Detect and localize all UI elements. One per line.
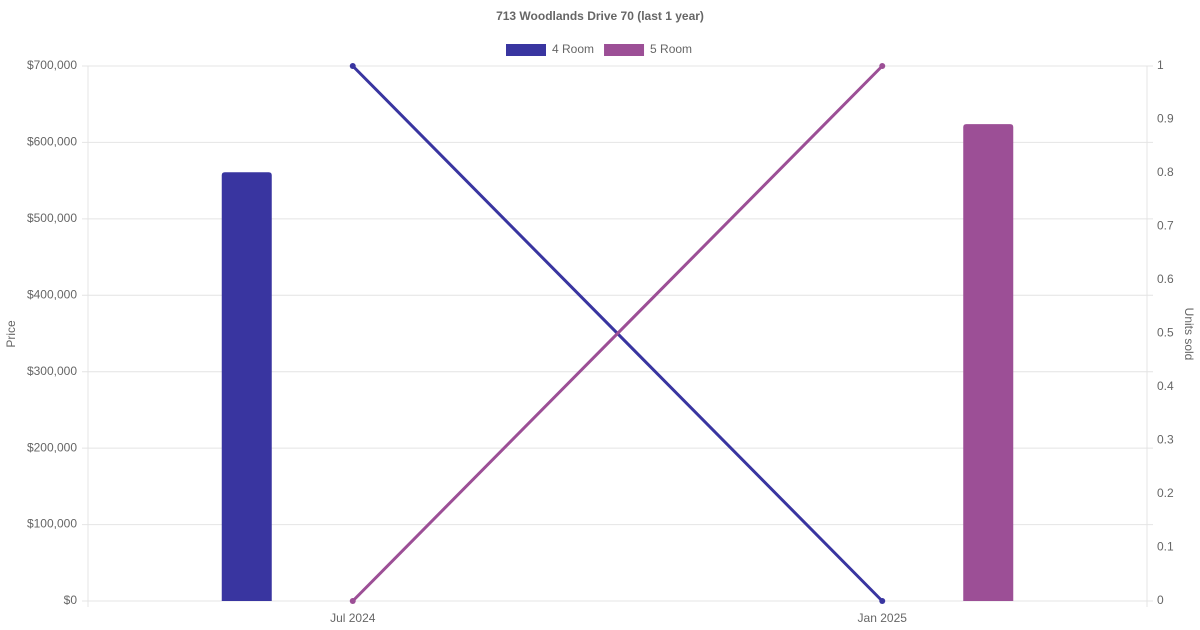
y2-tick-label: 0.1 (1157, 540, 1174, 554)
legend-swatch[interactable] (506, 44, 546, 56)
y-axis-title: Price (4, 320, 18, 348)
y-tick-label: $500,000 (27, 211, 77, 225)
y2-tick-label: 0.8 (1157, 165, 1174, 179)
y2-tick-label: 0.9 (1157, 112, 1174, 126)
y2-tick-label: 0.4 (1157, 379, 1174, 393)
y2-tick-label: 0.6 (1157, 272, 1174, 286)
y2-tick-label: 0.3 (1157, 433, 1174, 447)
y2-tick-label: 0 (1157, 593, 1164, 607)
y-tick-label: $700,000 (27, 58, 77, 72)
legend-label[interactable]: 5 Room (650, 42, 692, 56)
y-tick-label: $600,000 (27, 135, 77, 149)
y-tick-label: $0 (64, 593, 78, 607)
y2-tick-label: 0.5 (1157, 326, 1174, 340)
y2-tick-label: 0.7 (1157, 219, 1174, 233)
point (879, 598, 886, 604)
chart-title: 713 Woodlands Drive 70 (last 1 year) (496, 9, 704, 23)
y2-tick-label: 0.2 (1157, 486, 1174, 500)
y-tick-label: $100,000 (27, 517, 77, 531)
y-tick-label: $200,000 (27, 440, 77, 454)
bar (221, 172, 272, 601)
point (349, 598, 356, 604)
legend-swatch[interactable] (604, 44, 645, 56)
y2-axis-title: Units sold (1182, 308, 1196, 361)
point (349, 63, 356, 69)
point (879, 63, 886, 69)
y-tick-label: $300,000 (27, 364, 77, 378)
legend-label[interactable]: 4 Room (552, 42, 594, 56)
bar (963, 124, 1014, 601)
x-tick-label: Jan 2025 (858, 611, 908, 625)
y2-tick-label: 1 (1157, 58, 1164, 72)
y-tick-label: $400,000 (27, 287, 77, 301)
x-tick-label: Jul 2024 (330, 611, 376, 625)
line (351, 64, 884, 603)
